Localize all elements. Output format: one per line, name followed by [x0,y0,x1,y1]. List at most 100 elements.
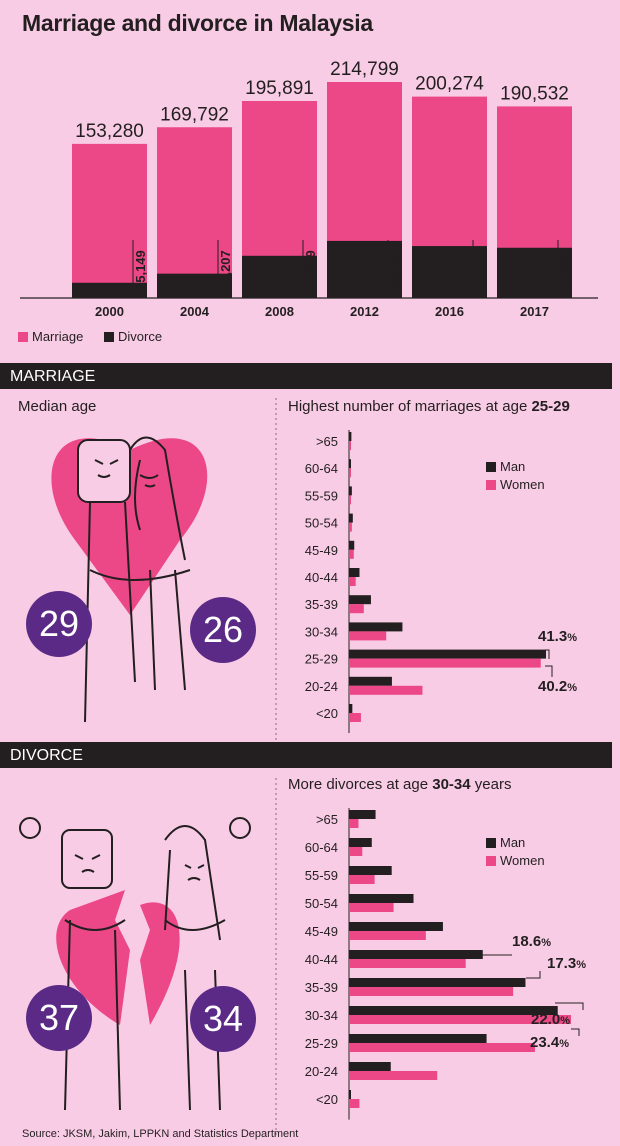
divorce-bar [72,282,147,298]
women-bar [349,931,426,940]
annotation-leader [545,649,550,659]
man-bar [349,950,483,959]
divorce-label-leader [127,240,134,293]
marriage-legend-women-label: Women [500,477,545,492]
marriage-bar [157,127,232,299]
annotation-leader [526,971,541,979]
women-bar [349,903,394,912]
age-tick-label: 25-29 [305,1036,338,1051]
divorce-section-heading: DIVORCE [0,742,612,768]
divorce-bar [327,240,402,298]
man-bar [349,922,443,931]
legend-marriage-swatch [18,331,28,342]
legend-divorce-swatch [104,331,114,342]
age-tick-label: 50-54 [305,516,338,531]
age-tick-label: 45-49 [305,543,338,558]
marriage-legend-man: Man [486,459,525,474]
man-bar [349,432,352,441]
women-bar [349,875,375,884]
man-divorce-age-circle: 37 [26,985,92,1051]
divorce-value-label: 41,969 [303,250,318,290]
divorce-value-label: 49,965 [558,250,573,290]
year-tick-label: 2012 [350,304,379,319]
man-bar [349,704,353,713]
women-bar [349,441,351,450]
women-bar [349,577,356,586]
man-bar [349,676,392,686]
age-tick-label: 40-44 [305,570,338,585]
divorce-bar [157,273,232,298]
women-bar [349,522,352,532]
women-bar [349,495,351,505]
year-tick-label: 2008 [265,304,294,319]
percentage-annotation: 23.4% [530,1034,569,1051]
man-bar [349,866,392,875]
age-tick-label: 35-39 [305,597,338,612]
man-bar [349,810,376,819]
divorce-chart-title-bold: 30-34 [432,776,471,793]
man-bar [349,1034,487,1043]
man-bar [349,486,352,496]
divorce-label-leader [212,240,219,293]
year-tick-label: 2016 [435,304,464,319]
divorce-legend-man: Man [486,835,525,850]
legend-divorce: Divorce [104,329,162,344]
marriage-legend-women-swatch [486,479,496,490]
man-bar [349,1006,558,1015]
divorce-label-leader [382,240,389,293]
marriage-section-heading: MARRIAGE [0,363,612,389]
divorce-chart-title: More divorces at age 30-34 years [288,776,511,793]
percentage-annotation: 18.6% [512,933,551,950]
divorce-chart-title-text: More divorces at age [288,776,433,793]
women-bar [349,1043,535,1052]
divorce-legend-man-swatch [486,837,496,848]
age-tick-label: 55-59 [305,868,338,883]
divorce-value-label: 24,207 [218,250,233,290]
age-tick-label: 25-29 [305,652,338,667]
marriage-chart-title: Highest number of marriages at age 25-29 [288,398,570,415]
legend-divorce-label: Divorce [118,329,163,344]
divorce-bar [412,246,487,298]
women-bar [349,685,423,695]
age-tick-label: 40-44 [305,952,338,967]
divorce-bar [497,247,572,298]
age-tick-label: 30-34 [305,1008,338,1023]
annotation-leader [571,1028,580,1036]
man-bar [349,978,526,987]
divorce-legend-man-label: Man [500,835,526,850]
year-tick-label: 2017 [520,304,549,319]
man-median-age-circle: 29 [26,591,92,657]
marriage-value-label: 190,532 [500,83,569,104]
year-tick-label: 2004 [180,304,210,319]
divorce-legend-women-swatch [486,855,496,866]
year-tick-label: 2000 [95,304,124,319]
top-bar-chart: 153,280 15,149 2000 169,792 24,207 2004 195,89… [20,59,598,319]
broken-heart-couple-illustration [19,817,251,1111]
age-tick-label: 60-64 [305,840,338,855]
man-bar [349,1062,391,1071]
divorce-label-leader [297,240,304,293]
age-tick-label: >65 [316,812,338,827]
divorce-chart-title-suffix: years [470,776,512,793]
divorce-label-leader [467,240,474,293]
marriage-legend-women: Women [486,477,545,492]
divorce-value-label: 51,642 [473,250,488,290]
annotation-leader [480,950,512,956]
women-bar [349,468,351,478]
marriage-value-label: 195,891 [245,78,314,99]
women-bar [349,604,364,614]
age-tick-label: 20-24 [305,679,338,694]
man-bar [349,1090,351,1099]
man-bar [349,838,372,847]
marriage-bar [72,143,147,298]
age-tick-label: <20 [316,706,338,721]
annotation-leader [555,1002,584,1010]
man-bar [349,513,353,523]
man-bar [349,540,355,550]
man-bar [349,595,371,605]
page-title: Marriage and divorce in Malaysia [22,10,373,36]
age-tick-label: 45-49 [305,924,338,939]
age-tick-label: 30-34 [305,624,338,639]
man-bar [349,622,403,632]
woman-median-age-circle: 26 [190,597,256,663]
